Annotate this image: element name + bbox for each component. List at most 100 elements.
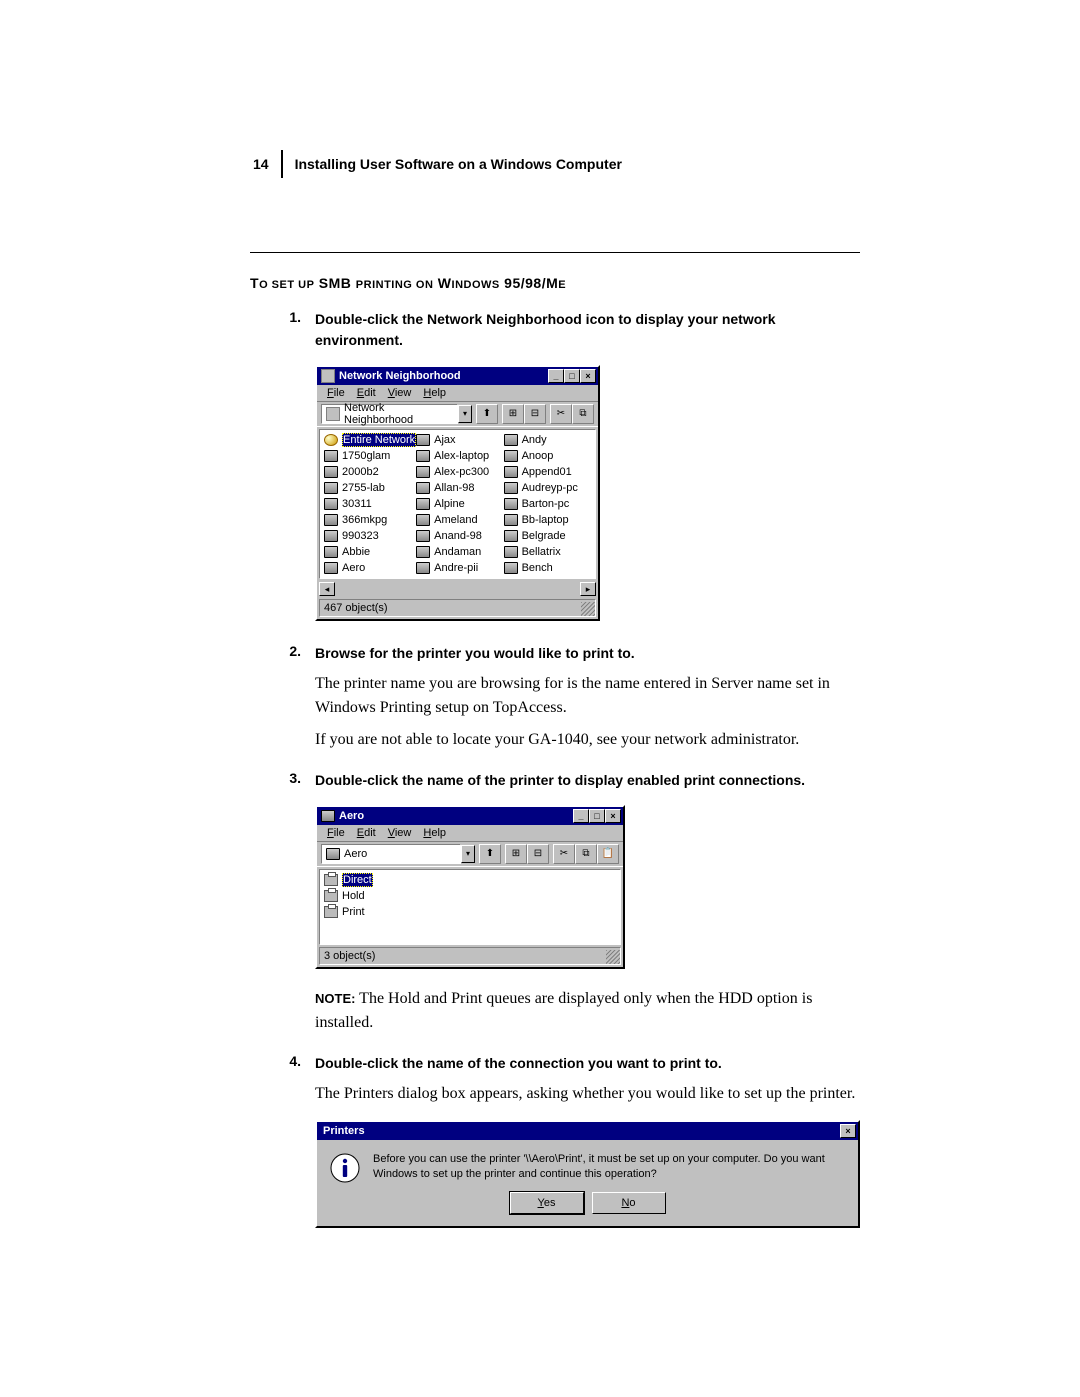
menu-edit[interactable]: Edit <box>351 827 382 839</box>
computer-icon <box>324 450 338 462</box>
scroll-right-button[interactable]: ▸ <box>580 582 596 596</box>
menu-help[interactable]: Help <box>417 387 452 399</box>
computer-icon <box>326 848 340 860</box>
computer-icon <box>416 514 430 526</box>
list-item[interactable]: Entire Network <box>324 432 416 448</box>
list-item[interactable]: Alex-laptop <box>416 448 503 464</box>
titlebar[interactable]: Printers × <box>317 1122 858 1140</box>
list-item[interactable]: Bellatrix <box>504 544 591 560</box>
titlebar[interactable]: Aero _ □ × <box>317 807 623 825</box>
computer-icon <box>504 450 518 462</box>
file-list: Direct Hold Print <box>319 869 621 945</box>
list-item[interactable]: Print <box>324 904 616 920</box>
close-button[interactable]: × <box>840 1124 856 1138</box>
menu-file[interactable]: File <box>321 387 351 399</box>
maximize-button[interactable]: □ <box>589 809 605 823</box>
list-item[interactable]: Andre-pii <box>416 560 503 576</box>
close-button[interactable]: × <box>605 809 621 823</box>
list-item[interactable]: Bb-laptop <box>504 512 591 528</box>
list-item[interactable]: 1750glam <box>324 448 416 464</box>
step-title: Double-click the name of the connection … <box>315 1053 860 1074</box>
address-dropdown[interactable]: ▾ <box>458 405 472 423</box>
list-item[interactable]: Bench <box>504 560 591 576</box>
copy-button[interactable]: ⧉ <box>575 844 597 864</box>
cut-button[interactable]: ✂ <box>550 404 572 424</box>
list-item[interactable]: Alex-pc300 <box>416 464 503 480</box>
address-dropdown[interactable]: ▾ <box>461 845 475 863</box>
aero-window: Aero _ □ × File Edit View Help Aero <box>315 805 625 969</box>
network-neighborhood-window: Network Neighborhood _ □ × File Edit Vie… <box>315 365 600 621</box>
map-drive-button[interactable]: ⊞ <box>505 844 527 864</box>
menubar: File Edit View Help <box>317 385 598 401</box>
list-item[interactable]: 30311 <box>324 496 416 512</box>
list-item[interactable]: 366mkpg <box>324 512 416 528</box>
printer-icon <box>324 874 338 886</box>
computer-icon <box>324 530 338 542</box>
copy-button[interactable]: ⧉ <box>572 404 594 424</box>
yes-button[interactable]: Yes <box>510 1192 584 1214</box>
paste-button[interactable]: 📋 <box>597 844 619 864</box>
computer-icon <box>324 562 338 574</box>
list-item[interactable]: Audreyp-pc <box>504 480 591 496</box>
menu-view[interactable]: View <box>382 387 418 399</box>
computer-icon <box>324 498 338 510</box>
body-text: The Printers dialog box appears, asking … <box>315 1082 860 1106</box>
info-icon <box>329 1152 361 1184</box>
list-item[interactable]: Ajax <box>416 432 503 448</box>
printer-icon <box>324 890 338 902</box>
disconnect-button[interactable]: ⊟ <box>527 844 549 864</box>
list-item[interactable]: 990323 <box>324 528 416 544</box>
disconnect-button[interactable]: ⊟ <box>524 404 546 424</box>
titlebar[interactable]: Network Neighborhood _ □ × <box>317 367 598 385</box>
list-item[interactable]: Abbie <box>324 544 416 560</box>
list-item[interactable]: Anand-98 <box>416 528 503 544</box>
list-item[interactable]: Barton-pc <box>504 496 591 512</box>
computer-icon <box>324 546 338 558</box>
list-item[interactable]: Hold <box>324 888 616 904</box>
menu-file[interactable]: File <box>321 827 351 839</box>
body-text: The printer name you are browsing for is… <box>315 672 860 720</box>
horizontal-scrollbar[interactable]: ◂ ▸ <box>319 581 596 597</box>
minimize-button[interactable]: _ <box>573 809 589 823</box>
list-item[interactable]: Ameland <box>416 512 503 528</box>
computer-icon <box>324 482 338 494</box>
list-item[interactable]: Allan-98 <box>416 480 503 496</box>
resize-grip[interactable] <box>581 602 595 616</box>
no-button[interactable]: No <box>592 1192 666 1214</box>
map-drive-button[interactable]: ⊞ <box>502 404 524 424</box>
list-item[interactable]: 2000b2 <box>324 464 416 480</box>
menu-view[interactable]: View <box>382 827 418 839</box>
list-item[interactable]: Andaman <box>416 544 503 560</box>
up-button[interactable]: ⬆ <box>479 844 501 864</box>
list-item[interactable]: Alpine <box>416 496 503 512</box>
computer-icon <box>416 530 430 542</box>
close-button[interactable]: × <box>580 369 596 383</box>
status-bar: 3 object(s) <box>319 947 621 965</box>
computer-icon <box>416 450 430 462</box>
window-title: Aero <box>339 810 364 822</box>
list-item[interactable]: Andy <box>504 432 591 448</box>
computer-icon <box>504 498 518 510</box>
minimize-button[interactable]: _ <box>548 369 564 383</box>
page-title: Installing User Software on a Windows Co… <box>283 156 622 172</box>
maximize-button[interactable]: □ <box>564 369 580 383</box>
list-item[interactable]: Direct <box>324 872 616 888</box>
list-item[interactable]: 2755-lab <box>324 480 416 496</box>
step-number: 2. <box>250 643 315 752</box>
list-item[interactable]: Belgrade <box>504 528 591 544</box>
menu-help[interactable]: Help <box>417 827 452 839</box>
scroll-left-button[interactable]: ◂ <box>319 582 335 596</box>
computer-icon <box>504 562 518 574</box>
toolbar: Network Neighborhood ▾ ⬆ ⊞ ⊟ ✂ ⧉ <box>317 401 598 427</box>
list-item[interactable]: Aero <box>324 560 416 576</box>
up-button[interactable]: ⬆ <box>476 404 498 424</box>
menu-edit[interactable]: Edit <box>351 387 382 399</box>
address-box[interactable]: Network Neighborhood <box>321 404 458 424</box>
address-box[interactable]: Aero <box>321 844 461 864</box>
cut-button[interactable]: ✂ <box>553 844 575 864</box>
address-text: Network Neighborhood <box>344 402 453 426</box>
resize-grip[interactable] <box>606 950 620 964</box>
computer-icon <box>504 514 518 526</box>
list-item[interactable]: Anoop <box>504 448 591 464</box>
list-item[interactable]: Append01 <box>504 464 591 480</box>
